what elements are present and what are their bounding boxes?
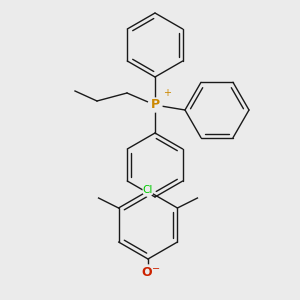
Text: −: − [152, 264, 160, 274]
Text: +: + [163, 88, 171, 98]
Circle shape [140, 265, 156, 281]
Text: O: O [142, 266, 152, 280]
Circle shape [148, 98, 162, 112]
Text: P: P [150, 98, 160, 112]
Text: Cl: Cl [143, 185, 153, 195]
Circle shape [143, 186, 153, 196]
